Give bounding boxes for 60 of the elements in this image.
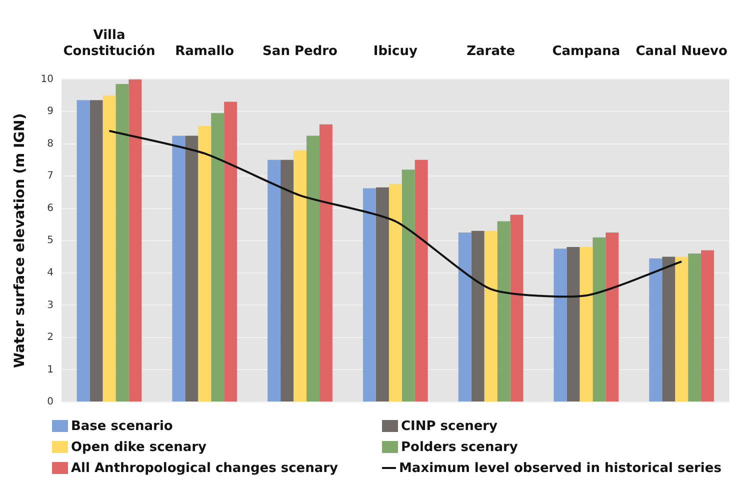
bar [172, 136, 186, 402]
bar [294, 150, 306, 402]
y-tick-label: 2 [47, 332, 54, 344]
bar [606, 232, 619, 402]
bar [688, 254, 702, 402]
bar [76, 100, 90, 402]
legend-label: All Anthropological changes scenary [71, 461, 338, 476]
y-tick-label: 10 [40, 74, 54, 85]
bar [458, 232, 472, 402]
bar [128, 79, 142, 402]
y-axis-title: Water surface elevation (m IGN) [12, 113, 28, 368]
x-tick-label: San Pedro [262, 44, 338, 59]
bar [224, 102, 238, 402]
x-tick-label: Ibicuy [373, 44, 418, 59]
legend-label: Base scenario [71, 419, 173, 434]
bar [306, 136, 320, 402]
bar [116, 84, 129, 402]
bar [662, 256, 676, 402]
y-tick-label: 9 [47, 106, 54, 118]
y-tick-label: 6 [47, 202, 54, 214]
legend-label: Open dike scenary [71, 440, 207, 455]
x-tick-label: Canal Nuevo [636, 44, 728, 59]
bar [510, 214, 524, 402]
bar [102, 95, 116, 402]
legend-label: CINP scenery [401, 419, 498, 434]
bar [484, 230, 498, 402]
bar [362, 188, 376, 402]
bar [268, 160, 281, 402]
bar [554, 248, 567, 402]
x-tick-label: Villa Constitución [63, 28, 156, 59]
bar [280, 160, 294, 402]
bar [414, 160, 428, 402]
bar [649, 258, 662, 402]
y-tick-label: 0 [47, 396, 54, 408]
x-tick-label: Zarate [466, 44, 516, 59]
x-tick-label: Ramallo [175, 44, 234, 59]
y-tick-label: 7 [47, 170, 54, 182]
x-tick-label: Campana [552, 44, 620, 59]
y-tick-label: 5 [47, 235, 54, 246]
bar [198, 126, 212, 402]
bar [566, 247, 580, 402]
bar [592, 237, 606, 402]
y-tick-label: 8 [47, 138, 54, 150]
bar [388, 184, 402, 402]
bar [701, 250, 714, 402]
legend-label: Polders scenary [401, 440, 518, 455]
bar [580, 247, 593, 402]
bar [90, 100, 103, 402]
bar [497, 221, 510, 402]
bar [211, 113, 224, 402]
bar [402, 170, 415, 402]
bar [376, 187, 389, 402]
bar [185, 136, 198, 402]
y-tick-label: 3 [47, 300, 54, 311]
bar [471, 230, 484, 402]
y-tick-label: 1 [47, 364, 54, 376]
legend-label: Maximum level observed in historical series [399, 461, 722, 476]
bar [675, 256, 688, 402]
bar [319, 124, 332, 402]
y-tick-label: 4 [47, 267, 54, 278]
